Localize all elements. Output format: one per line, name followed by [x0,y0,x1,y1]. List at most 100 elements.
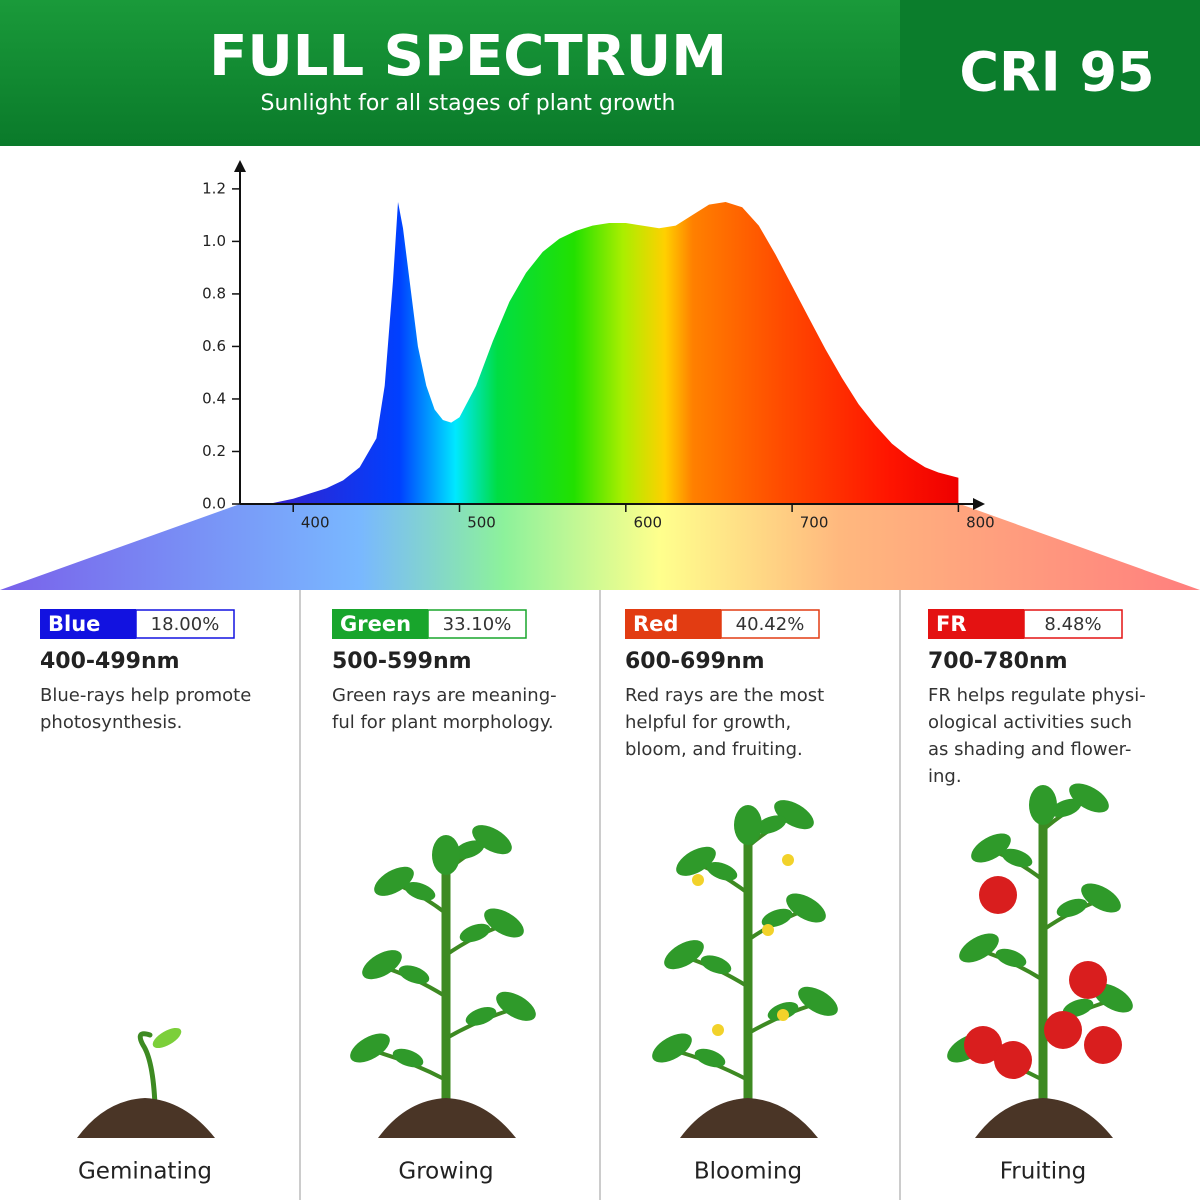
leaf [404,882,436,901]
band-badge [928,609,1024,639]
band-percent: 40.42% [736,614,805,635]
percent-box [427,609,527,639]
leaf [362,950,402,980]
spectrum-area [268,202,959,504]
badge-box [900,0,1200,146]
x-tick-label: 500 [467,514,496,532]
y-axis-arrow [234,160,246,172]
leaf [374,866,414,896]
leaf [798,986,838,1016]
tomato [1044,1011,1082,1049]
leaf [152,1027,182,1049]
stage-label: Growing [398,1159,493,1185]
y-tick-label: 1.0 [202,232,226,250]
leaf [1029,785,1057,825]
band-name: Blue [48,612,100,636]
tomato [964,1026,1002,1064]
flower [782,854,794,866]
description-line: Green rays are meaning- [332,685,557,706]
stage-label: Fruiting [1000,1159,1087,1185]
leaf [700,955,732,974]
description-line: as shading and flower- [928,739,1131,760]
x-axis-arrow [973,498,985,510]
x-tick-label: 600 [633,514,662,532]
description-line: ological activities such [928,712,1132,733]
band-badge [625,609,721,639]
band-name: Red [633,612,678,636]
subtitle: Sunlight for all stages of plant growth [261,91,676,116]
percent-box [1023,609,1123,639]
wavelength-range: 500-599nm [332,649,472,674]
description-line: Blue-rays help promote [40,685,251,706]
leaf [971,833,1011,863]
x-tick-label: 800 [966,514,995,532]
leaf [472,825,512,855]
leaf [676,846,716,876]
leaf [465,1007,497,1026]
leaf [664,940,704,970]
soil [680,1098,818,1138]
y-tick-label: 0.0 [202,495,226,513]
leaf [755,815,787,834]
y-tick-label: 0.6 [202,337,226,355]
flower [712,1024,724,1036]
leaf [734,805,762,845]
leaf [1069,783,1109,813]
wavelength-range: 400-499nm [40,649,180,674]
leaf [694,1048,726,1068]
soil [77,1098,215,1138]
leaf [652,1033,692,1063]
y-tick-label: 1.2 [202,179,226,197]
band-badge [40,609,136,639]
flower [762,924,774,936]
x-tick-label: 700 [800,514,829,532]
description-line: helpful for growth, [625,712,791,733]
percent-box [720,609,820,639]
cri-badge: CRI 95 [959,41,1154,104]
leaf [959,933,999,963]
soil [975,1098,1113,1138]
description-line: ful for plant morphology. [332,712,554,733]
leaf [786,893,826,923]
leaf [496,991,536,1021]
band-percent: 8.48% [1044,614,1101,635]
y-tick-label: 0.4 [202,389,226,407]
leaf [459,923,491,943]
leaf [1001,848,1033,868]
x-tick-label: 400 [301,514,330,532]
leaf [995,948,1027,968]
leaf [453,840,485,859]
stem [137,1031,158,1108]
tomato [1069,961,1107,999]
leaf [1050,798,1082,818]
leaf [350,1033,390,1063]
description-line: FR helps regulate physi- [928,685,1146,706]
band-percent: 18.00% [151,614,220,635]
flower [692,874,704,886]
leaf [484,908,524,938]
title: FULL SPECTRUM [209,24,727,89]
wavelength-range: 700-780nm [928,649,1068,674]
stage-label: Blooming [694,1159,802,1185]
band-name: FR [936,612,967,636]
tomato [979,876,1017,914]
y-tick-label: 0.2 [202,442,226,460]
tomato [1084,1026,1122,1064]
leaf [432,835,460,875]
description-line: photosynthesis. [40,712,182,733]
leaf [1056,898,1088,918]
soil [378,1098,516,1138]
leaf [706,862,738,881]
percent-box [135,609,235,639]
band-name: Green [340,612,411,636]
wavelength-range: 600-699nm [625,649,765,674]
leaf [1081,883,1121,913]
description-line: bloom, and fruiting. [625,739,803,760]
leaf [392,1048,424,1068]
leaf [774,800,814,830]
band-percent: 33.10% [443,614,512,635]
spectrum-fan [0,504,1200,590]
columns: Blue 18.00% 400-499nm Blue-rays help promot… [40,590,1146,1200]
spectrum-chart: 0.0 0.2 0.4 0.6 0.8 1.0 1.2 400 500 600 700 800 [202,160,995,532]
